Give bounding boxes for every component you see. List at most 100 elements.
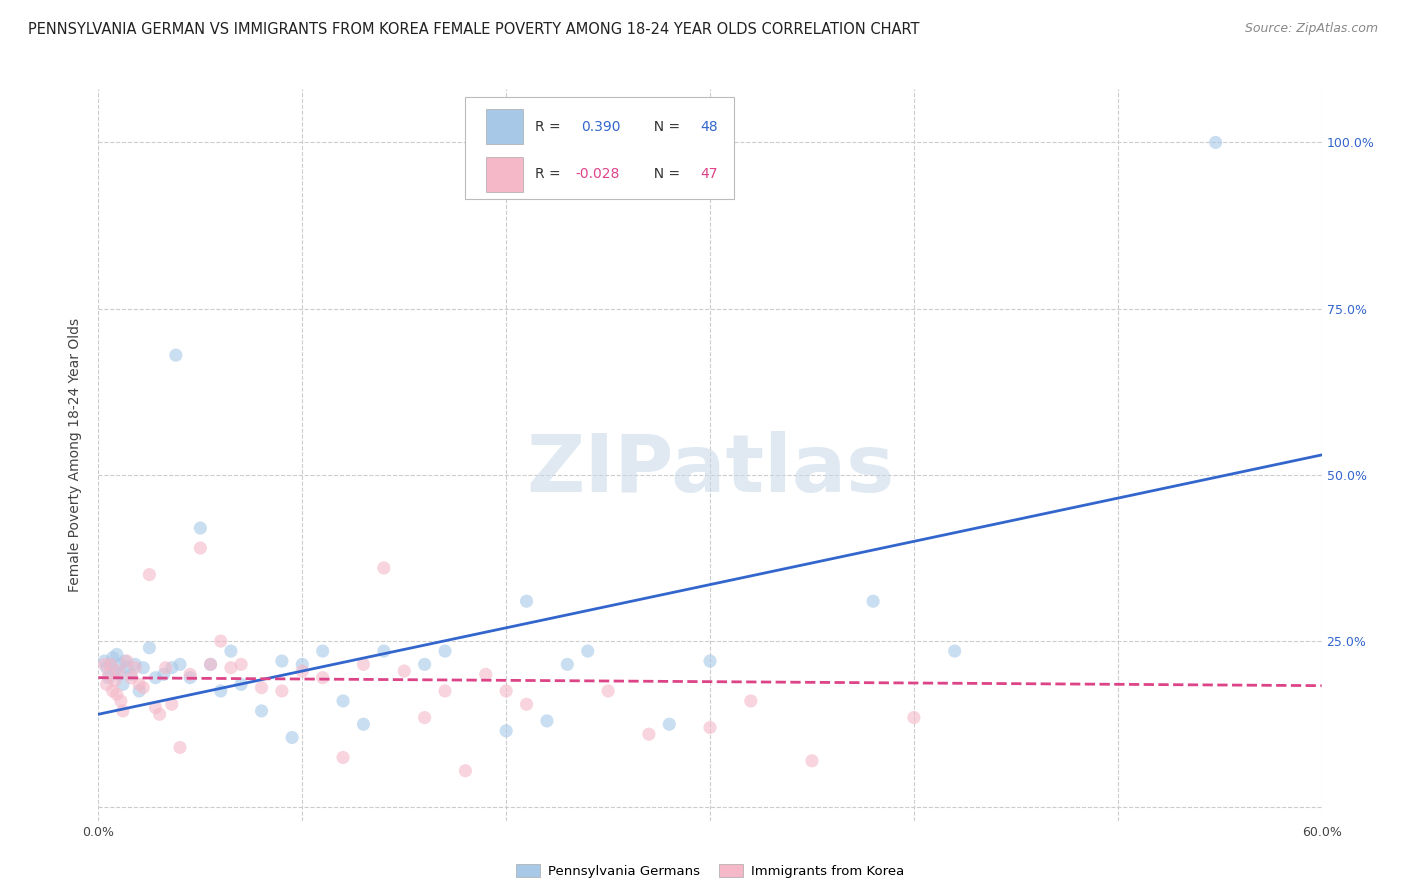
Point: [200, 657, 222, 672]
Point: [165, 348, 187, 362]
Point: [312, 644, 335, 658]
Point: [281, 731, 304, 745]
Point: [188, 541, 212, 555]
Point: [392, 664, 416, 678]
Point: [740, 694, 762, 708]
Point: [138, 567, 160, 582]
Point: [1205, 136, 1227, 150]
Point: [97, 671, 120, 685]
Point: [104, 673, 127, 688]
Point: [145, 671, 167, 685]
Point: [219, 644, 242, 658]
Point: [352, 657, 374, 672]
Point: [105, 687, 128, 701]
Point: [97, 667, 120, 681]
Point: [434, 684, 457, 698]
Legend: Pennsylvania Germans, Immigrants from Korea: Pennsylvania Germans, Immigrants from Ko…: [510, 859, 910, 884]
Text: PENNSYLVANIA GERMAN VS IMMIGRANTS FROM KOREA FEMALE POVERTY AMONG 18-24 YEAR OLD: PENNSYLVANIA GERMAN VS IMMIGRANTS FROM K…: [28, 22, 920, 37]
Point: [576, 644, 599, 658]
Point: [291, 657, 314, 672]
Point: [124, 657, 146, 672]
Point: [413, 710, 436, 724]
Point: [699, 654, 721, 668]
Point: [160, 698, 183, 712]
Point: [101, 650, 124, 665]
Point: [219, 661, 242, 675]
Point: [332, 750, 354, 764]
Point: [132, 661, 155, 675]
Point: [138, 640, 160, 655]
Point: [93, 657, 115, 672]
Point: [155, 661, 177, 675]
Point: [209, 684, 232, 698]
Point: [516, 594, 538, 608]
Point: [516, 698, 538, 712]
Point: [128, 684, 150, 698]
Point: [862, 594, 884, 608]
Point: [128, 677, 150, 691]
Point: [209, 634, 232, 648]
Point: [231, 677, 253, 691]
Text: Source: ZipAtlas.com: Source: ZipAtlas.com: [1244, 22, 1378, 36]
Point: [169, 657, 191, 672]
Point: [120, 667, 142, 681]
Point: [373, 561, 395, 575]
Text: 47: 47: [700, 168, 717, 181]
Point: [110, 694, 132, 708]
Text: R =: R =: [536, 168, 565, 181]
Point: [110, 657, 132, 672]
Point: [115, 661, 138, 675]
Point: [231, 657, 253, 672]
Point: [160, 661, 183, 675]
Point: [250, 704, 273, 718]
Point: [188, 521, 212, 535]
Point: [454, 764, 477, 778]
Point: [169, 740, 191, 755]
Point: [557, 657, 579, 672]
Point: [495, 723, 517, 738]
Point: [124, 661, 146, 675]
Bar: [486, 157, 523, 192]
Point: [114, 654, 136, 668]
Y-axis label: Female Poverty Among 18-24 Year Olds: Female Poverty Among 18-24 Year Olds: [69, 318, 83, 592]
Point: [96, 661, 118, 675]
Point: [104, 664, 127, 678]
Point: [270, 654, 294, 668]
Point: [270, 684, 294, 698]
Text: N =: N =: [645, 120, 685, 134]
Point: [100, 657, 122, 672]
Point: [179, 671, 201, 685]
Point: [93, 654, 115, 668]
Text: 0.390: 0.390: [582, 120, 621, 134]
Point: [108, 664, 131, 678]
Point: [101, 684, 124, 698]
Point: [658, 717, 681, 731]
Point: [291, 664, 314, 678]
Point: [699, 721, 721, 735]
Point: [312, 671, 335, 685]
Point: [413, 657, 436, 672]
Point: [200, 657, 222, 672]
Point: [111, 677, 134, 691]
Point: [105, 648, 128, 662]
Text: 48: 48: [700, 120, 718, 134]
Text: -0.028: -0.028: [575, 168, 620, 181]
Point: [638, 727, 661, 741]
Text: R =: R =: [536, 120, 569, 134]
FancyBboxPatch shape: [465, 96, 734, 199]
Point: [903, 710, 925, 724]
Point: [332, 694, 354, 708]
Point: [179, 667, 201, 681]
Point: [434, 644, 457, 658]
Point: [536, 714, 558, 728]
Point: [598, 684, 620, 698]
Point: [120, 671, 142, 685]
Point: [149, 707, 172, 722]
Text: N =: N =: [645, 168, 685, 181]
Point: [96, 677, 118, 691]
Point: [115, 654, 138, 668]
Text: ZIPatlas: ZIPatlas: [526, 431, 894, 508]
Point: [145, 700, 167, 714]
Point: [250, 681, 273, 695]
Point: [108, 667, 131, 681]
